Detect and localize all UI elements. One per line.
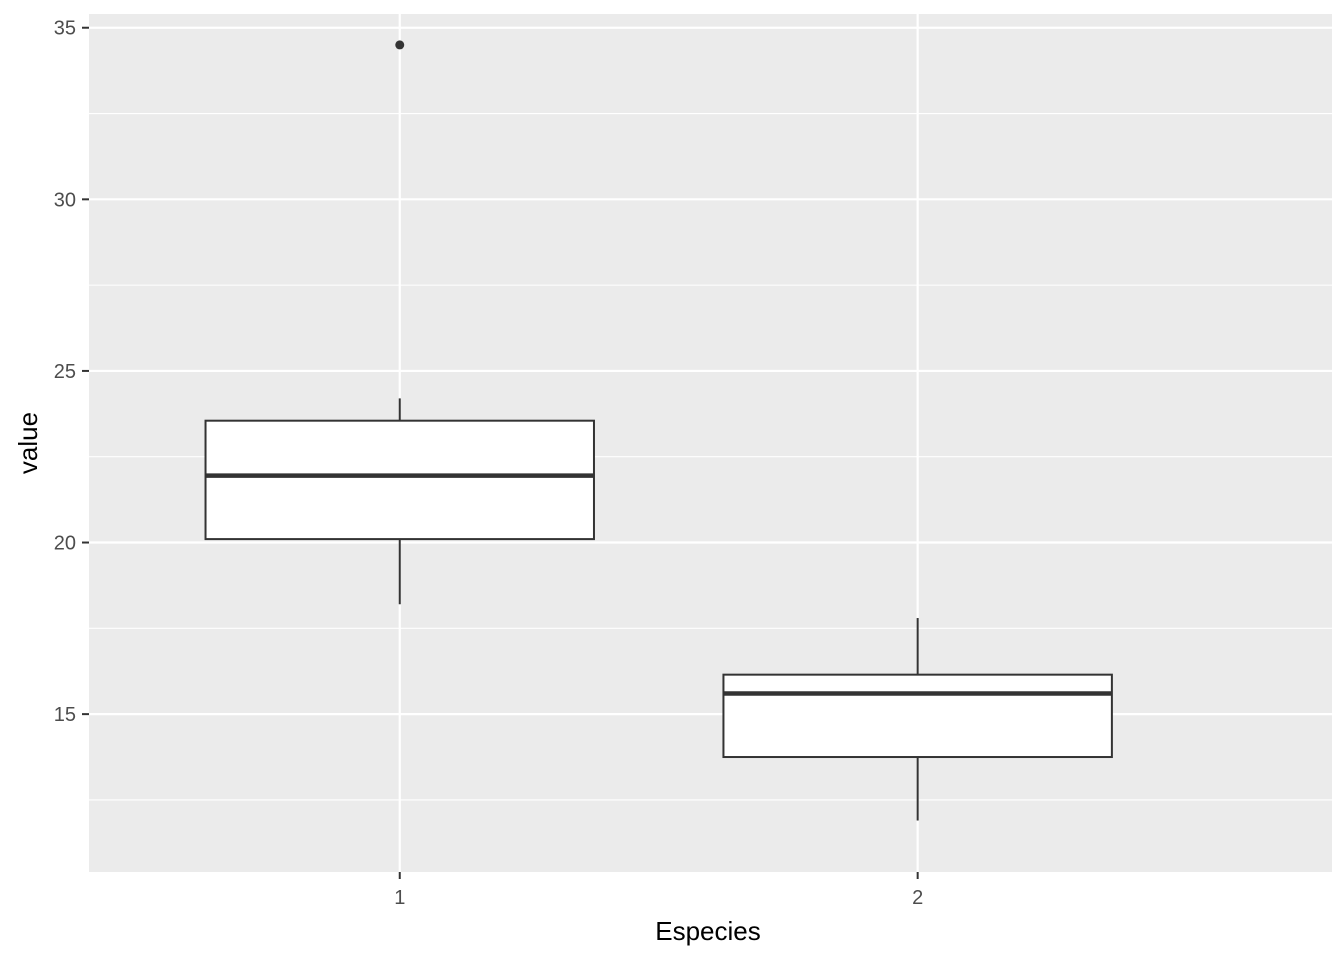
y-tick-label: 25: [54, 361, 76, 383]
box-iqr: [204, 419, 595, 541]
outlier-point: [395, 40, 405, 50]
y-axis-title: value: [13, 412, 43, 474]
x-tick-label: 1: [394, 887, 405, 909]
y-tick-label: 30: [54, 189, 76, 211]
y-axis: 15 20 25 30 35: [54, 18, 89, 726]
boxes-layer: [204, 40, 1113, 821]
y-tick-label: 20: [54, 533, 76, 555]
y-tick-label: 15: [54, 704, 76, 726]
box-group-2: [722, 618, 1113, 821]
y-tick-label: 35: [54, 18, 76, 40]
x-axis-title: Especies: [655, 916, 761, 946]
box-group-1: [204, 40, 595, 605]
x-tick-label: 2: [912, 887, 923, 909]
box-iqr: [722, 673, 1113, 759]
